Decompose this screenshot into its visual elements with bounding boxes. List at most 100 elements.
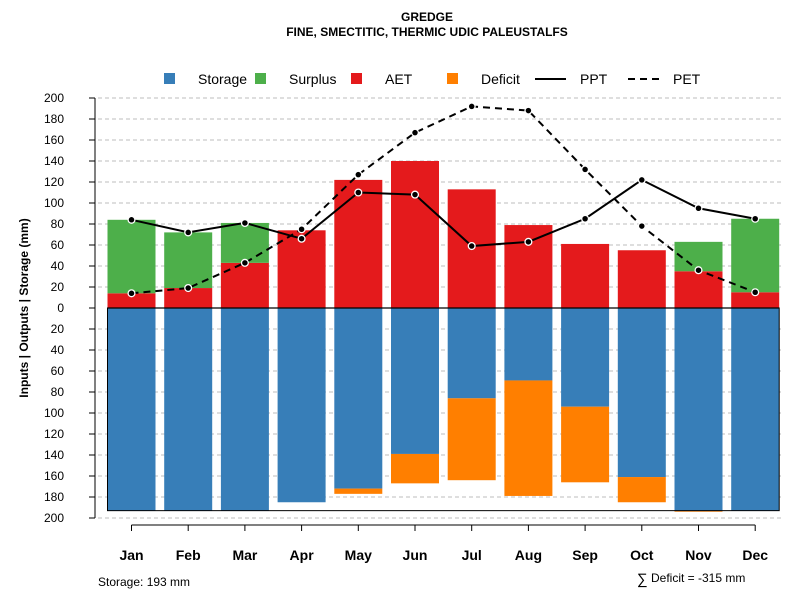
y-tick-label: 20 [51,322,65,336]
bar-aet [334,179,383,308]
bar-aet [731,292,780,308]
y-tick-label: 160 [44,469,64,483]
bar-storage [561,308,610,407]
bar-storage [447,308,496,399]
legend-swatch-storage [164,73,175,84]
bar-storage [277,308,326,503]
y-tick-label: 60 [51,238,65,252]
y-tick-label: 200 [44,511,64,525]
x-tick-label: Jul [462,547,482,563]
point-pet [581,165,590,174]
y-tick-label: 40 [51,343,65,357]
y-tick-label: 180 [44,490,64,504]
legend-label: Deficit [481,71,520,87]
bar-storage [220,308,269,511]
chart-subtitle: FINE, SMECTITIC, THERMIC UDIC PALEUSTALF… [286,25,568,39]
point-ppt [467,242,476,251]
point-ppt [240,218,249,228]
y-tick-label: 200 [44,91,64,105]
bar-storage [731,308,780,511]
bar-aet [561,243,610,308]
bar-deficit [334,488,383,494]
bar-storage [504,308,553,381]
y-tick-label: 120 [44,175,64,189]
point-pet [637,222,646,231]
point-pet [240,258,249,267]
bar-deficit [617,477,666,503]
x-tick-label: Feb [176,547,201,563]
bar-deficit [504,380,553,496]
point-pet [467,102,476,111]
point-pet [410,128,420,137]
bar-storage [391,308,439,454]
point-ppt [354,188,363,197]
bar-aet [617,250,666,308]
x-tick-label: Dec [742,547,768,563]
bars [107,161,780,512]
y-tick-label: 100 [44,406,64,420]
legend-label: Surplus [289,71,336,87]
point-ppt [184,228,193,237]
legend-label: AET [385,71,413,87]
bar-deficit [391,453,439,484]
sigma-symbol: ∑ [637,571,648,588]
x-tick-label: Jan [119,547,143,563]
bar-storage [334,308,383,489]
bar-aet [164,288,213,308]
x-tick-label: Sep [572,547,598,563]
chart-title: GREDGE [401,10,453,24]
bar-surplus [731,218,780,293]
line-pet [131,105,756,295]
y-tick-label: 180 [44,112,64,126]
point-pet [524,106,533,115]
point-ppt [297,234,306,243]
storage-note: Storage: 193 mm [98,575,190,589]
x-tick-label: Oct [630,547,654,563]
deficit-total: Deficit = -315 mm [651,571,745,585]
y-tick-label: 160 [44,133,64,147]
point-ppt [524,237,533,246]
bar-deficit [674,510,723,512]
point-ppt [410,190,420,199]
point-ppt [751,214,760,223]
legend-swatch-deficit [447,73,458,84]
y-tick-label: 80 [51,385,65,399]
x-tick-label: May [345,547,372,563]
y-tick-label: 0 [57,301,64,315]
bar-aet [277,230,326,308]
point-ppt [581,214,590,223]
y-tick-label: 140 [44,448,64,462]
point-ppt [637,175,646,184]
bar-surplus [107,219,156,294]
bar-storage [164,308,213,511]
y-tick-label: 80 [51,217,65,231]
bar-storage [674,308,723,511]
legend: Storage Surplus AET Deficit PPT PET [164,71,701,87]
series-lines [127,102,760,298]
point-pet [184,283,193,293]
y-tick-label: 20 [51,280,65,294]
y-axis-label: Inputs | Outputs | Storage (mm) [17,218,31,397]
line-ppt [131,178,756,248]
y-tick-label: 120 [44,427,64,441]
y-axis: 2001801601401201008060402002040608010012… [44,91,96,525]
point-pet [297,225,306,234]
x-tick-label: Jun [403,547,428,563]
x-tick-label: Mar [232,547,257,563]
y-tick-label: 60 [51,364,65,378]
bar-aet [391,161,439,308]
point-pet [694,266,703,275]
point-pet [354,170,363,179]
legend-label: PPT [580,71,608,87]
legend-label: PET [673,71,701,87]
bar-deficit [447,398,496,481]
point-ppt [694,204,703,213]
bar-deficit [561,406,610,483]
x-tick-label: Apr [290,547,315,563]
bar-aet [107,293,156,308]
bar-aet [674,271,723,308]
legend-swatch-aet [351,73,362,84]
x-tick-label: Nov [685,547,712,563]
legend-label: Storage [198,71,247,87]
x-axis: Jan Feb Mar Apr May Jun Jul Aug Sep Oct Nov Dec [119,524,768,563]
